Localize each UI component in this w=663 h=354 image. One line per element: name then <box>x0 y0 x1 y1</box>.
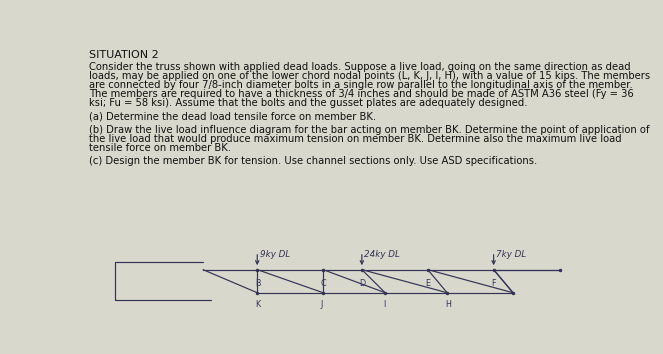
Text: are connected by four 7/8-inch diameter bolts in a single row parallel to the lo: are connected by four 7/8-inch diameter … <box>89 80 633 90</box>
Text: K: K <box>255 301 260 309</box>
Text: ksi; Fu = 58 ksi). Assume that the bolts and the gusset plates are adequately de: ksi; Fu = 58 ksi). Assume that the bolts… <box>89 98 528 108</box>
Text: F: F <box>491 279 496 288</box>
Text: (b) Draw the live load influence diagram for the bar acting on member BK. Determ: (b) Draw the live load influence diagram… <box>89 125 650 135</box>
Text: E: E <box>426 279 430 288</box>
Text: 9ky DL: 9ky DL <box>260 250 290 259</box>
Text: H: H <box>445 301 451 309</box>
Text: C: C <box>321 279 326 288</box>
Text: Consider the truss shown with applied dead loads. Suppose a live load, going on : Consider the truss shown with applied de… <box>89 63 631 73</box>
Text: I: I <box>383 301 385 309</box>
Text: tensile force on member BK.: tensile force on member BK. <box>89 143 231 153</box>
Text: D: D <box>359 279 366 288</box>
Text: loads, may be applied on one of the lower chord nodal points (L, K, J, I, H), wi: loads, may be applied on one of the lowe… <box>89 72 650 81</box>
Text: the live load that would produce maximum tension on member BK. Determine also th: the live load that would produce maximum… <box>89 134 622 144</box>
Text: B: B <box>255 279 261 288</box>
Text: SITUATION 2: SITUATION 2 <box>89 50 159 60</box>
Text: (a) Determine the dead load tensile force on member BK.: (a) Determine the dead load tensile forc… <box>89 112 376 121</box>
Text: J: J <box>321 301 323 309</box>
Text: The members are required to have a thickness of 3/4 inches and should be made of: The members are required to have a thick… <box>89 89 634 99</box>
Text: 7ky DL: 7ky DL <box>496 250 526 259</box>
Text: (c) Design the member BK for tension. Use channel sections only. Use ASD specifi: (c) Design the member BK for tension. Us… <box>89 156 537 166</box>
Text: 24ky DL: 24ky DL <box>364 250 400 259</box>
